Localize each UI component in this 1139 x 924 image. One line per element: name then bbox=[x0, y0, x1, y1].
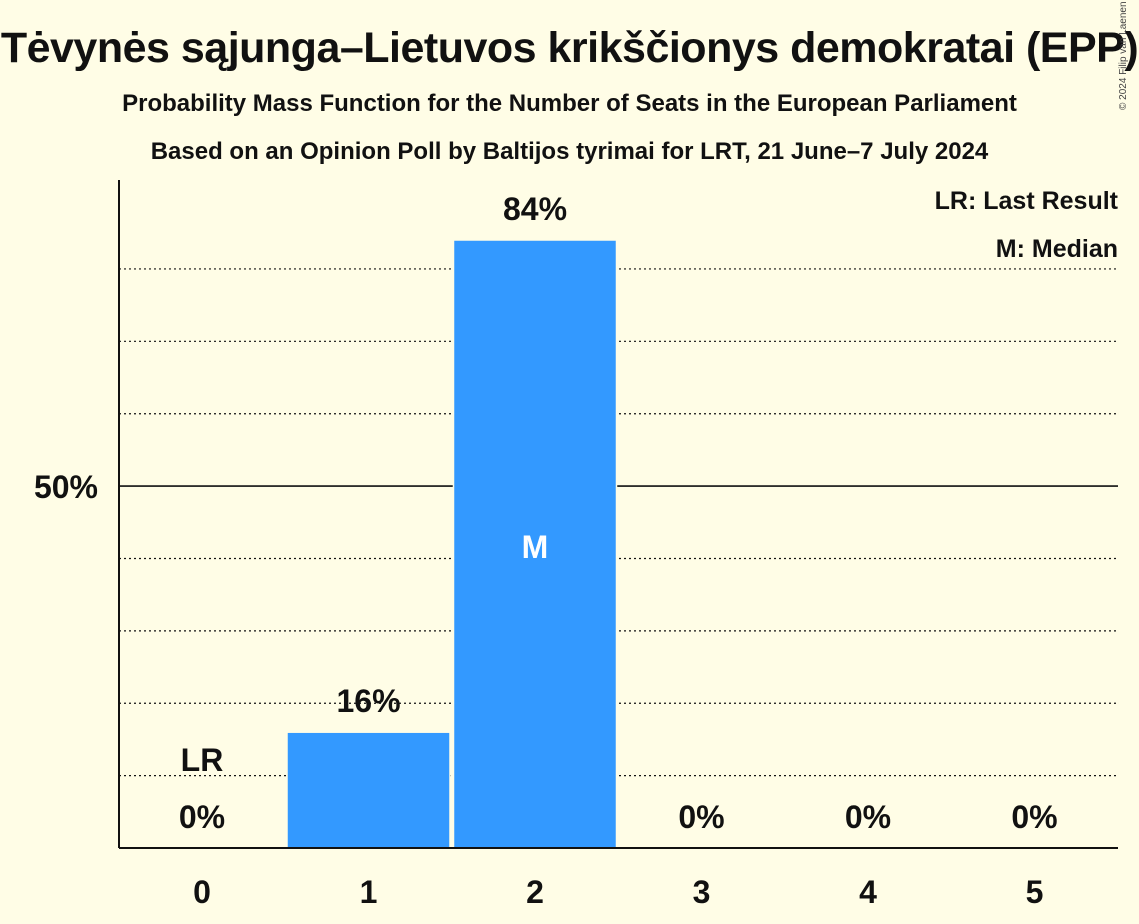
chart-subtitle: Probability Mass Function for the Number… bbox=[122, 90, 1017, 117]
median-marker: M bbox=[522, 529, 549, 565]
bar bbox=[452, 239, 618, 849]
bar bbox=[286, 731, 451, 849]
bar-value-label: 0% bbox=[678, 799, 724, 835]
x-tick-label: 4 bbox=[859, 874, 877, 910]
x-tick-label: 5 bbox=[1026, 874, 1044, 910]
bar-value-label: 84% bbox=[503, 191, 567, 227]
y-tick-label: 50% bbox=[34, 469, 98, 505]
x-tick-label: 3 bbox=[693, 874, 711, 910]
chart-subtitle-poll: Based on an Opinion Poll by Baltijos tyr… bbox=[150, 138, 989, 165]
x-tick-label: 2 bbox=[526, 874, 544, 910]
chart-title: Tėvynės sąjunga–Lietuvos krikščionys dem… bbox=[0, 24, 1139, 72]
legend-entry: M: Median bbox=[996, 235, 1118, 263]
x-tick-label: 0 bbox=[193, 874, 211, 910]
bar-value-label: 0% bbox=[1011, 799, 1057, 835]
last-result-marker: LR bbox=[181, 742, 224, 778]
bar-value-label: 0% bbox=[845, 799, 891, 835]
bar-value-label: 0% bbox=[179, 799, 225, 835]
legend-entry: LR: Last Result bbox=[935, 187, 1119, 215]
bar-value-label: 16% bbox=[336, 683, 400, 719]
x-tick-label: 1 bbox=[360, 874, 378, 910]
